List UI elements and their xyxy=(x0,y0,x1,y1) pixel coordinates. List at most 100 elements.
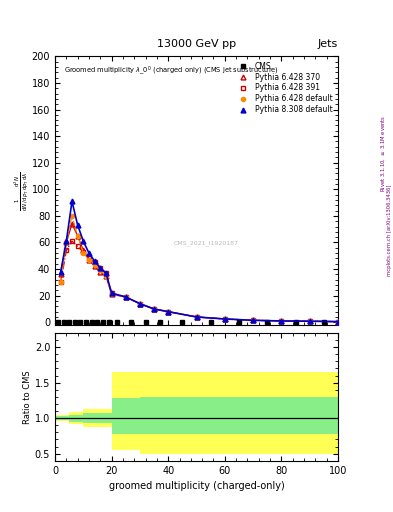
Pythia 6.428 370 xyxy=(64,240,69,246)
Line: Pythia 8.308 default: Pythia 8.308 default xyxy=(58,199,340,324)
Pythia 6.428 391 xyxy=(58,280,63,286)
Pythia 8.308 default xyxy=(307,318,312,324)
Pythia 6.428 391 xyxy=(307,318,312,324)
CMS xyxy=(67,319,72,325)
Pythia 6.428 391 xyxy=(81,249,86,255)
Pythia 6.428 default xyxy=(222,316,227,322)
CMS xyxy=(265,319,270,325)
Pythia 6.428 370 xyxy=(307,318,312,324)
Pythia 6.428 391 xyxy=(166,309,171,315)
Pythia 8.308 default xyxy=(222,316,227,322)
Pythia 6.428 391 xyxy=(194,314,199,320)
Y-axis label: Ratio to CMS: Ratio to CMS xyxy=(23,370,32,423)
Text: Rivet 3.1.10, $\geq$ 3.1M events: Rivet 3.1.10, $\geq$ 3.1M events xyxy=(379,115,387,192)
Pythia 6.428 391 xyxy=(222,316,227,322)
Pythia 8.308 default xyxy=(138,301,142,307)
Pythia 6.428 370 xyxy=(279,318,284,324)
Pythia 6.428 default xyxy=(109,291,114,297)
Pythia 6.428 391 xyxy=(152,306,156,312)
Pythia 6.428 default xyxy=(307,318,312,324)
CMS xyxy=(84,319,88,325)
Pythia 6.428 391 xyxy=(70,238,74,244)
Pythia 8.308 default xyxy=(81,238,86,244)
Pythia 6.428 default xyxy=(138,301,142,307)
Pythia 6.428 391 xyxy=(104,270,108,276)
Pythia 6.428 370 xyxy=(138,301,142,307)
Pythia 8.308 default xyxy=(109,290,114,296)
Line: CMS: CMS xyxy=(56,321,325,324)
Pythia 8.308 default xyxy=(86,250,91,256)
Pythia 8.308 default xyxy=(123,294,128,300)
CMS xyxy=(101,319,105,325)
Legend: CMS, Pythia 6.428 370, Pythia 6.428 391, Pythia 6.428 default, Pythia 8.308 defa: CMS, Pythia 6.428 370, Pythia 6.428 391,… xyxy=(233,60,334,116)
Pythia 8.308 default xyxy=(64,238,69,244)
Text: CMS_2021_I1920187: CMS_2021_I1920187 xyxy=(174,240,239,246)
Pythia 6.428 391 xyxy=(138,301,142,307)
CMS xyxy=(95,319,100,325)
Pythia 8.308 default xyxy=(75,222,80,228)
CMS xyxy=(61,319,66,325)
Pythia 6.428 391 xyxy=(279,318,284,324)
Pythia 6.428 391 xyxy=(109,290,114,296)
Text: mcplots.cern.ch [arXiv:1306.3436]: mcplots.cern.ch [arXiv:1306.3436] xyxy=(387,185,391,276)
Pythia 8.308 default xyxy=(251,317,255,324)
Pythia 8.308 default xyxy=(336,318,340,325)
Pythia 8.308 default xyxy=(166,309,171,315)
Pythia 6.428 370 xyxy=(70,221,74,227)
Pythia 8.308 default xyxy=(98,265,103,271)
Pythia 8.308 default xyxy=(104,270,108,276)
Pythia 6.428 391 xyxy=(251,317,255,324)
Pythia 6.428 default xyxy=(166,309,171,315)
Pythia 6.428 370 xyxy=(92,263,97,269)
Pythia 6.428 391 xyxy=(86,255,91,262)
Pythia 6.428 default xyxy=(81,250,86,256)
Pythia 6.428 default xyxy=(123,294,128,300)
Pythia 6.428 370 xyxy=(109,291,114,297)
Pythia 6.428 default xyxy=(92,262,97,268)
Pythia 6.428 370 xyxy=(58,271,63,278)
Pythia 6.428 default xyxy=(152,306,156,312)
Pythia 8.308 default xyxy=(92,258,97,264)
Text: 13000 GeV pp: 13000 GeV pp xyxy=(157,38,236,49)
Pythia 8.308 default xyxy=(194,314,199,320)
CMS xyxy=(208,319,213,325)
Pythia 6.428 default xyxy=(104,273,108,279)
CMS xyxy=(107,319,111,325)
Pythia 6.428 default xyxy=(86,257,91,263)
Pythia 6.428 391 xyxy=(75,243,80,249)
X-axis label: groomed multiplicity (charged-only): groomed multiplicity (charged-only) xyxy=(108,481,285,491)
CMS xyxy=(157,319,162,325)
Pythia 6.428 default xyxy=(336,318,340,325)
Pythia 6.428 391 xyxy=(336,318,340,325)
Y-axis label: $\frac{1}{\mathrm{d}N\,/\,\mathrm{d}p_\mathrm{T}}\frac{\mathrm{d}^2N}{\mathrm{d}: $\frac{1}{\mathrm{d}N\,/\,\mathrm{d}p_\m… xyxy=(13,171,30,210)
Pythia 6.428 370 xyxy=(251,317,255,324)
CMS xyxy=(115,319,119,325)
Pythia 6.428 391 xyxy=(64,247,69,253)
CMS xyxy=(180,319,185,325)
Pythia 6.428 default xyxy=(251,317,255,324)
Pythia 6.428 370 xyxy=(104,273,108,279)
Pythia 6.428 default xyxy=(98,267,103,273)
Pythia 8.308 default xyxy=(70,198,74,204)
Pythia 6.428 default xyxy=(70,213,74,219)
Pythia 6.428 default xyxy=(279,318,284,324)
Line: Pythia 6.428 default: Pythia 6.428 default xyxy=(59,214,340,324)
CMS xyxy=(293,319,298,325)
Pythia 6.428 370 xyxy=(75,233,80,239)
Pythia 6.428 default xyxy=(64,240,69,246)
Pythia 6.428 370 xyxy=(336,318,340,325)
CMS xyxy=(55,319,60,325)
CMS xyxy=(129,319,134,325)
Text: Jets: Jets xyxy=(318,38,338,49)
Pythia 6.428 default xyxy=(75,233,80,239)
CMS xyxy=(72,319,77,325)
Line: Pythia 6.428 370: Pythia 6.428 370 xyxy=(58,222,340,324)
Pythia 6.428 370 xyxy=(194,314,199,320)
Pythia 6.428 default xyxy=(58,280,63,286)
Pythia 6.428 370 xyxy=(98,269,103,275)
Pythia 6.428 370 xyxy=(81,247,86,253)
Pythia 6.428 370 xyxy=(86,257,91,263)
Line: Pythia 6.428 391: Pythia 6.428 391 xyxy=(58,239,340,324)
Pythia 6.428 391 xyxy=(123,294,128,300)
Pythia 6.428 370 xyxy=(152,306,156,312)
